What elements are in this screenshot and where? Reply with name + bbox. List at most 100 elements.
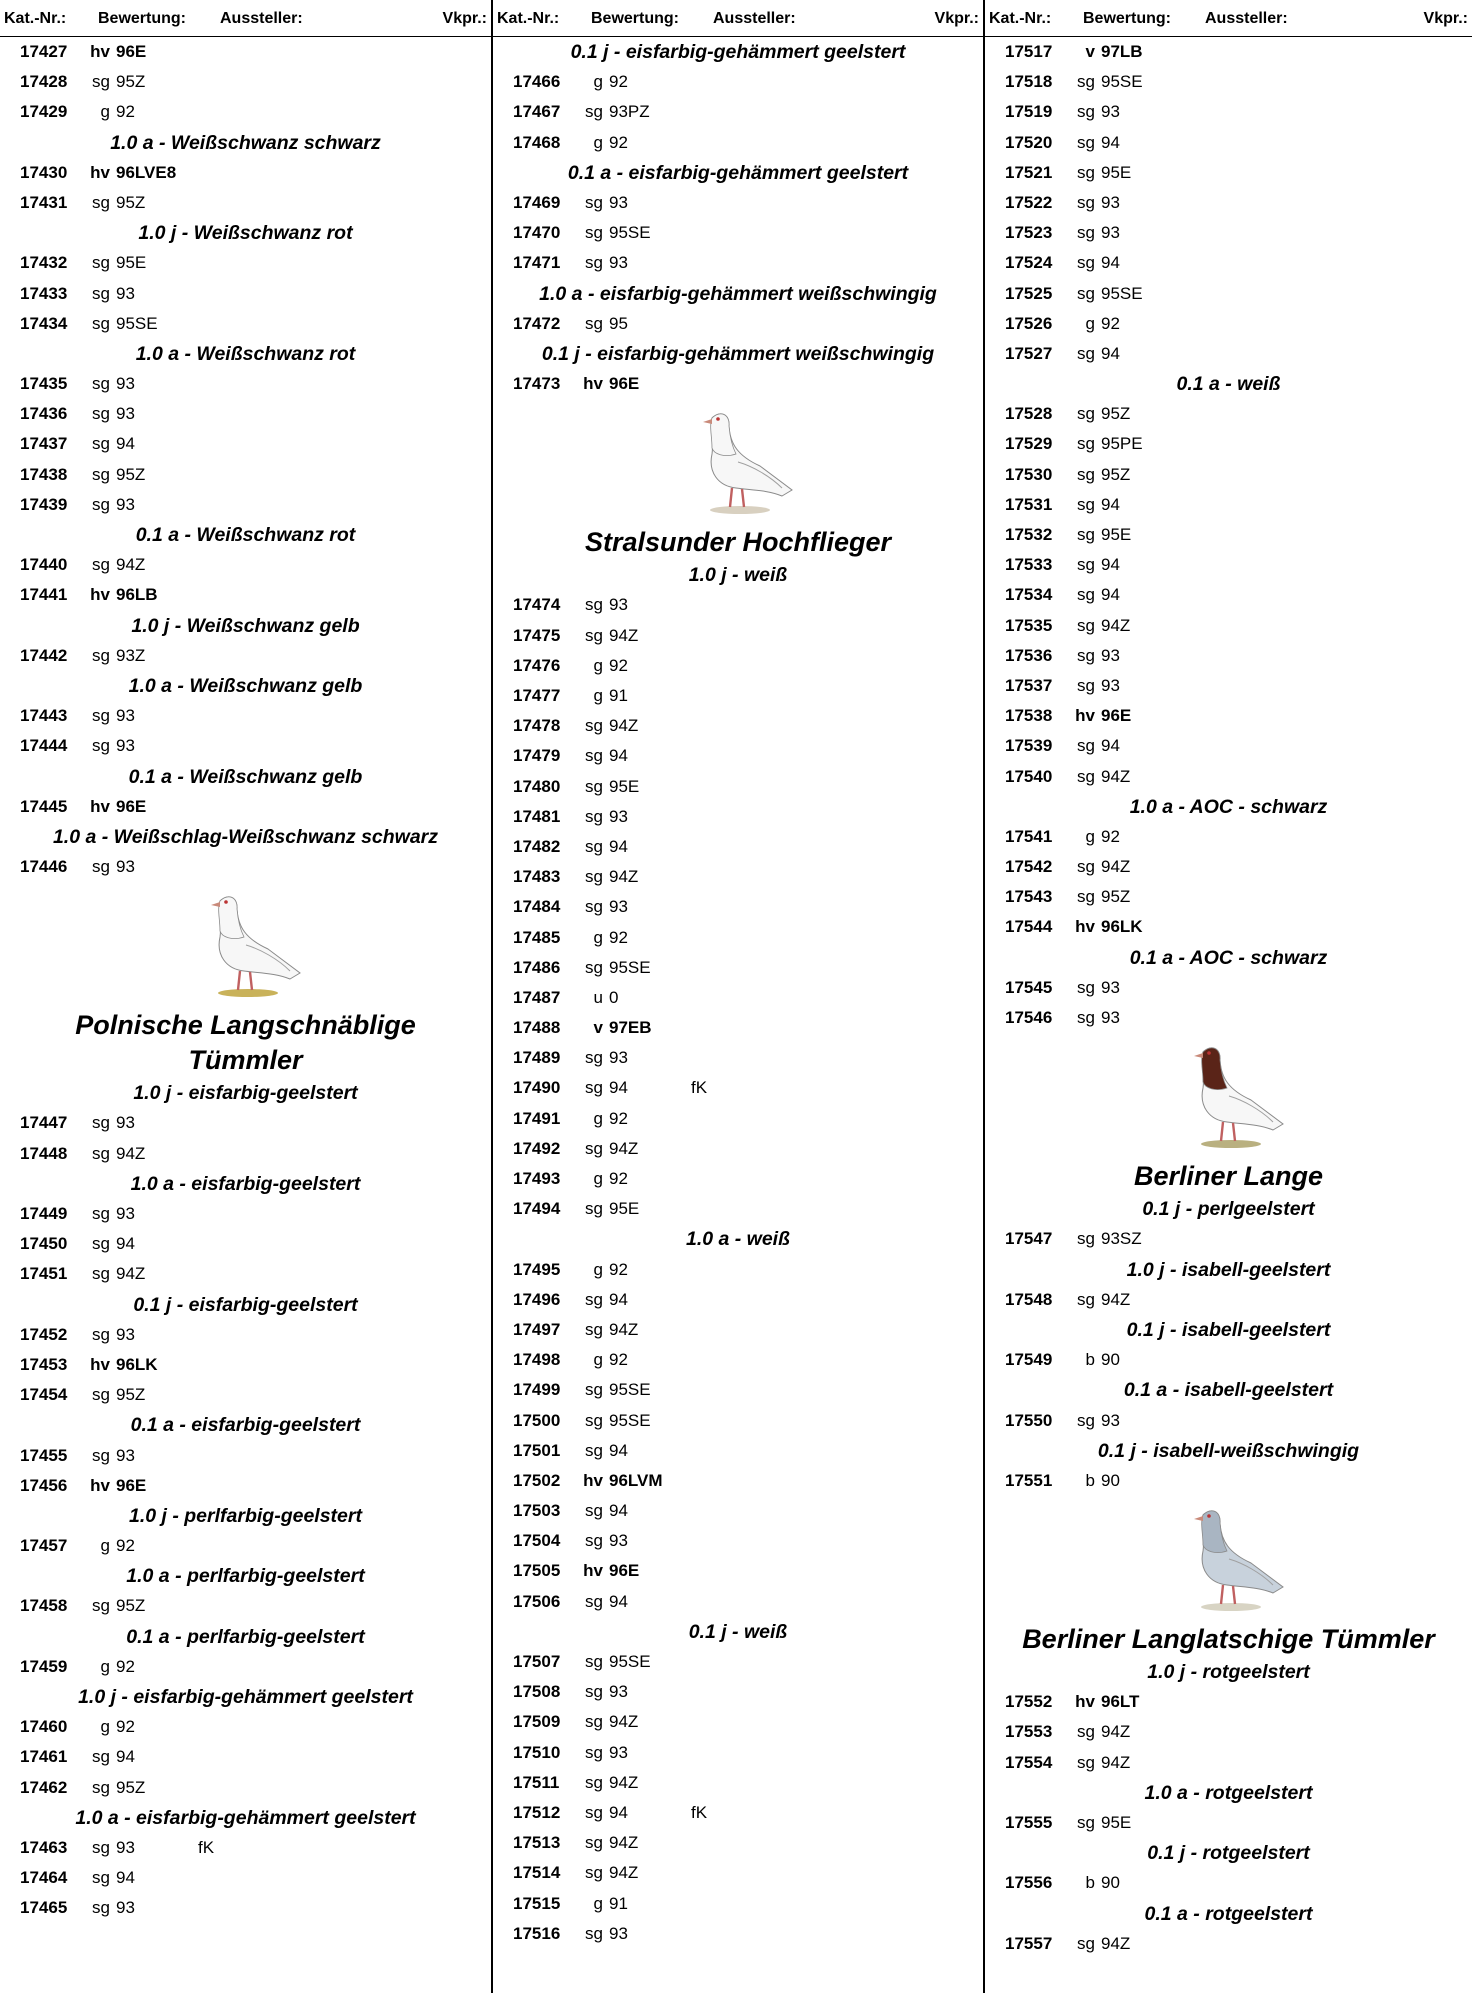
class-heading: 0.1 j - isabell-weißschwingig — [1097, 1439, 1360, 1462]
catalog-number: 17445 — [20, 796, 68, 816]
score-group: 95E — [1101, 163, 1131, 183]
score-group: 92 — [609, 133, 628, 153]
award-suffix: SE — [627, 1652, 651, 1671]
catalog-number: 17507 — [513, 1652, 561, 1671]
grade: sg — [92, 253, 110, 273]
grade: sg — [585, 1199, 603, 1219]
entry-row: 17503 sg 94 — [493, 1496, 983, 1526]
award-suffix: Z — [134, 1264, 146, 1284]
catalog-number: 17523 — [1005, 223, 1053, 243]
score: 94 — [609, 1772, 628, 1792]
entry-row: 17429 g 92 — [0, 97, 491, 127]
score: 95 — [116, 1596, 135, 1616]
award-suffix: LB — [1119, 42, 1143, 61]
score: 94 — [116, 1747, 135, 1767]
score: 96 — [609, 1470, 628, 1490]
score-group: 94Z — [609, 1320, 638, 1340]
score: 96 — [116, 42, 135, 61]
score-group: 93 — [609, 595, 628, 615]
grade: sg — [585, 253, 603, 273]
entry-row: 17552 hv 96LT — [985, 1687, 1472, 1717]
bird-illustration — [0, 882, 491, 1008]
grade: hv — [1075, 917, 1095, 937]
grade: sg — [1077, 162, 1095, 182]
catalog-number: 17434 — [20, 313, 68, 333]
score: 93 — [609, 897, 628, 917]
award-suffix: SE — [627, 1380, 651, 1400]
entry-row: 17506 sg 94 — [493, 1587, 983, 1617]
score: 92 — [1101, 826, 1120, 846]
entry-row: 17533 sg 94 — [985, 550, 1472, 580]
catalog-number: 17508 — [513, 1682, 561, 1702]
entry-row: 17511 sg 94Z — [493, 1768, 983, 1798]
score: 91 — [609, 686, 628, 705]
award-suffix: Z — [134, 72, 146, 92]
grade: sg — [1077, 645, 1095, 665]
score-group: 94 — [1101, 495, 1120, 515]
grade: sg — [585, 1682, 603, 1702]
score-group: 90 — [1101, 1471, 1120, 1491]
score: 95 — [1101, 464, 1120, 484]
score-group: 90 — [1101, 1873, 1120, 1893]
grade: sg — [585, 1772, 603, 1792]
breed-title: Berliner Langlatschige Tümmler — [1022, 1624, 1435, 1655]
catalog-number: 17496 — [513, 1289, 561, 1309]
grade: sg — [1077, 1933, 1095, 1953]
class-heading: 1.0 j - perlfarbig-geelstert — [129, 1504, 362, 1527]
entry-row: 17441 hv 96LB — [0, 580, 491, 610]
entry-row: 17434 sg 95SE — [0, 309, 491, 339]
grade: sg — [1077, 1722, 1095, 1742]
catalog-number: 17547 — [1005, 1229, 1053, 1249]
entry-row: 17549 b 90 — [985, 1345, 1472, 1375]
catalog-number: 17428 — [20, 72, 68, 92]
score-group: 93 — [116, 1898, 135, 1918]
catalog-number: 17467 — [513, 102, 561, 122]
score-group: 94Z — [1101, 1290, 1130, 1310]
entry-row: 17493 g 92 — [493, 1164, 983, 1194]
award-suffix: E — [627, 1561, 640, 1581]
score-group: 93 — [1101, 223, 1120, 243]
entry-row: 17468 g 92 — [493, 128, 983, 158]
entry-row: 17449 sg 93 — [0, 1199, 491, 1229]
grade: sg — [1077, 253, 1095, 273]
score-group: 95SE — [609, 223, 651, 243]
score: 97 — [609, 1018, 628, 1038]
catalog-number: 17483 — [513, 867, 561, 887]
score: 92 — [116, 102, 135, 122]
header-label: Kat.-Nr.: — [989, 10, 1052, 27]
grade: sg — [1077, 464, 1095, 484]
entry-row: 17448 sg 94Z — [0, 1139, 491, 1169]
score: 93 — [116, 706, 135, 726]
score-group: 95Z — [116, 1778, 145, 1798]
grade: sg — [585, 1652, 603, 1671]
entry-row: 17548 sg 94Z — [985, 1285, 1472, 1315]
entry-row: 17467 sg 93PZ — [493, 97, 983, 127]
score: 94 — [1101, 736, 1120, 756]
award-suffix: E — [134, 1475, 147, 1495]
grade: sg — [92, 313, 110, 333]
grade: sg — [585, 1591, 603, 1611]
grade: sg — [1077, 585, 1095, 605]
score-group: 93 — [116, 857, 135, 877]
score: 90 — [1101, 1470, 1120, 1490]
score: 93 — [1101, 645, 1120, 665]
score-group: 92 — [116, 1657, 135, 1677]
grade: sg — [1077, 615, 1095, 635]
catalog-number: 17500 — [513, 1410, 561, 1430]
catalog-number: 17447 — [20, 1113, 68, 1133]
entry-row: 17538 hv 96E — [985, 701, 1472, 731]
score-group: 94 — [609, 1501, 628, 1521]
score: 93 — [1101, 1410, 1120, 1430]
header-label: Aussteller: — [713, 10, 796, 27]
catalog-number: 17465 — [20, 1898, 68, 1918]
grade: sg — [585, 1078, 603, 1098]
catalog-number: 17519 — [1005, 102, 1053, 122]
score-group: 94Z — [116, 1144, 145, 1164]
score-group: 93 — [116, 404, 135, 424]
bird-illustration — [985, 1496, 1472, 1622]
grade: sg — [1077, 1813, 1095, 1832]
award-suffix: Z — [627, 1138, 639, 1158]
entry-row: 17463 sg 93 fK — [0, 1833, 491, 1863]
grade: g — [593, 1108, 603, 1128]
entry-row: 17515 g 91 — [493, 1889, 983, 1919]
